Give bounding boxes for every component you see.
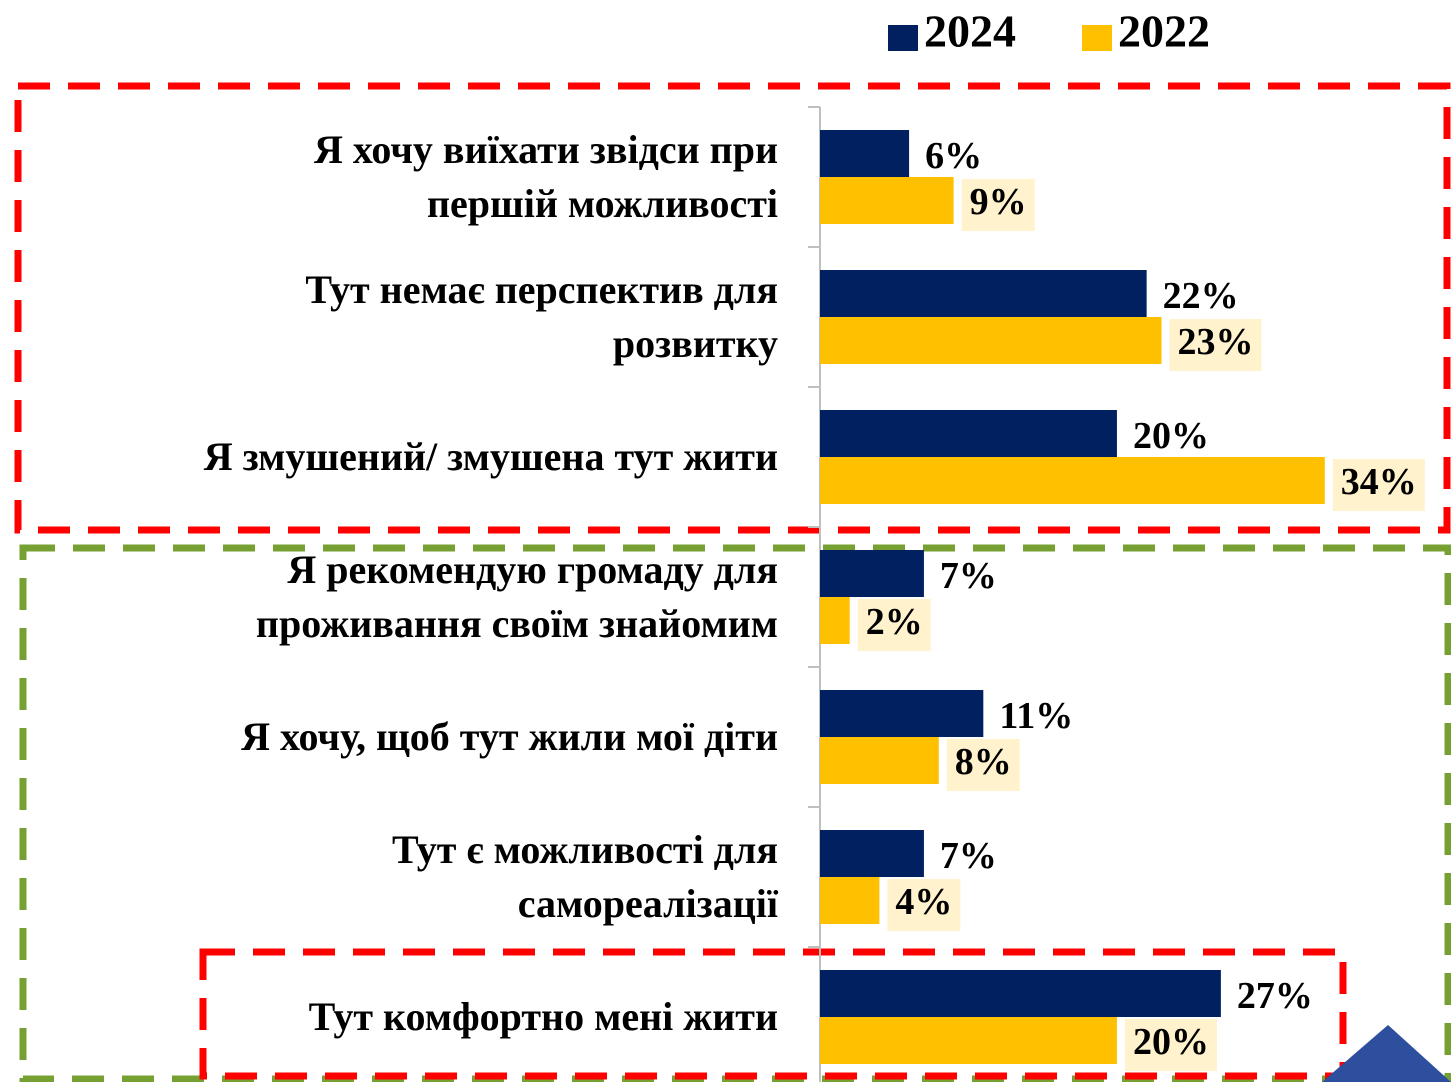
bar <box>820 410 1117 457</box>
bar <box>820 1017 1117 1064</box>
bar <box>820 877 880 924</box>
legend-swatch <box>888 25 918 51</box>
bar <box>820 830 924 877</box>
value-label-background <box>1332 459 1425 511</box>
value-label: 2% <box>866 601 923 643</box>
value-label: 20% <box>1133 415 1209 457</box>
value-label-background <box>1169 319 1262 371</box>
value-label-background <box>887 879 961 931</box>
bar <box>820 130 910 177</box>
value-label: 27% <box>1237 975 1313 1017</box>
category-label: Я хочу виїхати звідси при першій можливос… <box>314 127 778 226</box>
value-label: 4% <box>895 881 952 923</box>
category-label: Я хочу, щоб тут жили мої діти <box>241 714 778 759</box>
value-label-background <box>1124 1019 1217 1071</box>
value-label: 7% <box>940 555 997 597</box>
value-label: 7% <box>940 835 997 877</box>
legend-swatch <box>1082 25 1112 51</box>
legend-label: 2024 <box>924 6 1016 57</box>
bar <box>820 317 1162 364</box>
bar <box>820 550 924 597</box>
value-label: 20% <box>1133 1021 1209 1063</box>
value-label-background <box>857 599 931 651</box>
category-label: Я рекомендую громаду для проживання своїм… <box>256 547 778 646</box>
bar <box>820 177 954 224</box>
category-label: Тут комфортно мені жити <box>309 994 778 1039</box>
value-label: 8% <box>955 741 1012 783</box>
value-label: 6% <box>925 135 982 177</box>
category-label: Тут є можливості для самореалізації <box>392 827 779 926</box>
legend-label: 2022 <box>1118 6 1210 57</box>
value-label-background <box>946 739 1020 791</box>
bar <box>820 270 1147 317</box>
value-label-background <box>961 179 1035 231</box>
value-label: 9% <box>970 181 1027 223</box>
bar <box>820 737 939 784</box>
value-label: 22% <box>1163 275 1239 317</box>
value-label: 34% <box>1341 461 1417 503</box>
bar <box>820 597 850 644</box>
value-label: 11% <box>999 695 1073 737</box>
category-label: Тут немає перспектив для розвитку <box>305 267 778 366</box>
corner-triangle <box>1322 1025 1451 1082</box>
category-label: Я змушений/ змушена тут жити <box>204 434 778 479</box>
bar <box>820 970 1221 1017</box>
bar <box>820 690 984 737</box>
highlight-box-comfort <box>199 948 1347 1080</box>
value-label: 23% <box>1177 321 1253 363</box>
bar <box>820 457 1325 504</box>
highlight-box-negative <box>14 82 1451 534</box>
